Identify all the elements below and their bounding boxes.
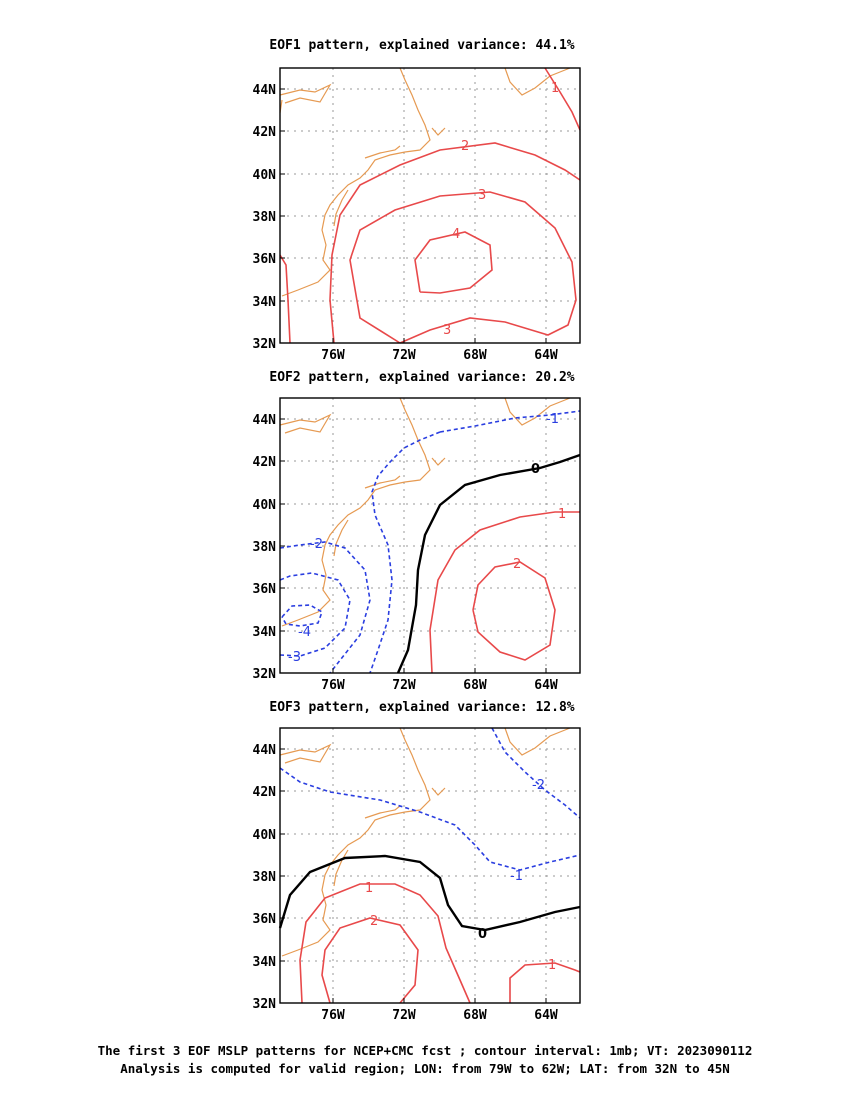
x-tick-label: 64W xyxy=(534,348,558,363)
x-tick-label: 72W xyxy=(392,1008,416,1023)
eof1-contour-labels: 1 2 3 4 3 xyxy=(443,81,559,338)
eof2-contour-label: -3 xyxy=(288,650,301,665)
caption-line-1: The first 3 EOF MSLP patterns for NCEP+C… xyxy=(97,1043,753,1058)
eof3-contour-label: 1 xyxy=(548,958,556,973)
y-tick-label: 34N xyxy=(253,295,277,310)
eof2-coastline xyxy=(279,397,571,627)
caption-line-2: Analysis is computed for valid region; L… xyxy=(120,1061,730,1076)
y-tick-label: 44N xyxy=(253,83,277,98)
eof2-contour-label: -2 xyxy=(310,537,323,552)
eof1-contour-label: 3 xyxy=(478,188,486,203)
eof3-x-tick-labels: 76W 72W 68W 64W xyxy=(321,1008,558,1023)
eof3-contours xyxy=(278,727,581,1004)
eof3-coastline xyxy=(279,727,571,957)
y-tick-label: 32N xyxy=(253,997,277,1012)
eof2-contours xyxy=(279,410,581,674)
y-tick-label: 32N xyxy=(253,337,277,352)
eof1-frame xyxy=(279,67,581,344)
eof3-gridlines xyxy=(280,728,580,1003)
eof3-contour-label: 0 xyxy=(478,927,487,942)
eof2-contour-label: 2 xyxy=(513,557,521,572)
eof1-coastline xyxy=(279,67,571,297)
eof2-x-tick-labels: 76W 72W 68W 64W xyxy=(321,678,558,693)
x-tick-label: 72W xyxy=(392,678,416,693)
eof2-panel: EOF2 pattern, explained variance: 20.2% xyxy=(253,370,581,693)
y-tick-label: 42N xyxy=(253,455,277,470)
y-tick-label: 34N xyxy=(253,625,277,640)
x-tick-label: 76W xyxy=(321,348,345,363)
eof2-contour-label: -4 xyxy=(298,625,311,640)
eof2-y-tick-labels: 44N 42N 40N 38N 36N 34N 32N xyxy=(253,413,277,682)
y-tick-label: 42N xyxy=(253,125,277,140)
y-tick-label: 36N xyxy=(253,252,277,267)
x-tick-label: 76W xyxy=(321,1008,345,1023)
eof1-y-tick-labels: 44N 42N 40N 38N 36N 34N 32N xyxy=(253,83,277,352)
y-tick-label: 40N xyxy=(253,828,277,843)
eof1-contour-label: 1 xyxy=(551,81,559,96)
eof2-contour-label: 0 xyxy=(531,462,540,477)
eof3-ticks xyxy=(280,748,547,1003)
eof3-contour-label: 1 xyxy=(365,881,373,896)
y-tick-label: 40N xyxy=(253,168,277,183)
eof1-x-tick-labels: 76W 72W 68W 64W xyxy=(321,348,558,363)
eof2-contour-labels: -1 0 1 2 -2 -4 -3 xyxy=(288,412,566,665)
eof3-contour-label: 2 xyxy=(370,914,378,929)
y-tick-label: 38N xyxy=(253,870,277,885)
eof2-frame xyxy=(279,397,581,674)
eof1-title: EOF1 pattern, explained variance: 44.1% xyxy=(269,38,574,53)
y-tick-label: 32N xyxy=(253,667,277,682)
eof1-panel: EOF1 pattern, explained variance: 44.1% xyxy=(253,38,581,363)
eof3-title: EOF3 pattern, explained variance: 12.8% xyxy=(269,700,574,715)
eof1-contour-label: 3 xyxy=(443,323,451,338)
eof2-gridlines xyxy=(280,398,580,673)
eof1-contour-label: 4 xyxy=(452,227,460,242)
eof3-contour-label: -2 xyxy=(532,778,545,793)
eof3-panel: EOF3 pattern, explained variance: 12.8% xyxy=(253,700,581,1023)
eof1-ticks xyxy=(280,88,547,343)
y-tick-label: 44N xyxy=(253,413,277,428)
y-tick-label: 36N xyxy=(253,912,277,927)
y-tick-label: 38N xyxy=(253,540,277,555)
eof3-contour-labels: -2 -1 0 1 2 1 xyxy=(365,778,556,973)
eof2-contour-label: 1 xyxy=(558,507,566,522)
eof2-title: EOF2 pattern, explained variance: 20.2% xyxy=(269,370,574,385)
x-tick-label: 68W xyxy=(463,1008,487,1023)
eof3-y-tick-labels: 44N 42N 40N 38N 36N 34N 32N xyxy=(253,743,277,1012)
eof1-gridlines xyxy=(280,68,580,343)
x-tick-label: 68W xyxy=(463,348,487,363)
eof3-contour-label: -1 xyxy=(510,869,523,884)
x-tick-label: 76W xyxy=(321,678,345,693)
eof2-ticks xyxy=(280,418,547,673)
eof2-contour-label: -1 xyxy=(546,412,559,427)
eof1-contours xyxy=(279,67,581,344)
x-tick-label: 68W xyxy=(463,678,487,693)
x-tick-label: 64W xyxy=(534,1008,558,1023)
y-tick-label: 34N xyxy=(253,955,277,970)
y-tick-label: 36N xyxy=(253,582,277,597)
y-tick-label: 42N xyxy=(253,785,277,800)
x-tick-label: 72W xyxy=(392,348,416,363)
eof3-frame xyxy=(279,727,581,1004)
x-tick-label: 64W xyxy=(534,678,558,693)
eof1-contour-label: 2 xyxy=(461,139,469,154)
y-tick-label: 44N xyxy=(253,743,277,758)
y-tick-label: 40N xyxy=(253,498,277,513)
y-tick-label: 38N xyxy=(253,210,277,225)
